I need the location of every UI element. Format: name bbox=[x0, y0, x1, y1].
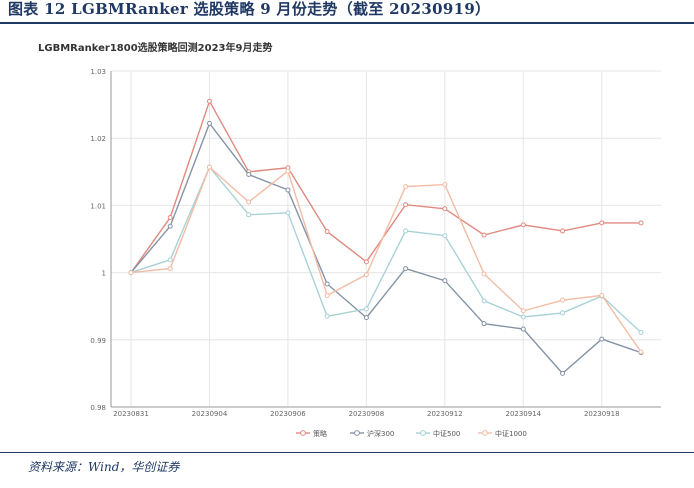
data-point bbox=[363, 315, 369, 321]
y-tick-label: 1 bbox=[102, 270, 106, 278]
series-line bbox=[130, 165, 642, 353]
x-tick-label: 20230908 bbox=[349, 410, 385, 418]
data-point bbox=[520, 314, 526, 320]
data-point bbox=[167, 266, 173, 272]
legend-marker bbox=[482, 430, 488, 436]
legend-label: 中证500 bbox=[433, 429, 460, 438]
x-tick-label: 20230912 bbox=[427, 410, 463, 418]
data-point bbox=[520, 326, 526, 332]
data-point bbox=[599, 336, 605, 342]
source-rule bbox=[0, 452, 694, 453]
data-point bbox=[442, 206, 448, 212]
data-point bbox=[167, 214, 173, 220]
y-tick-label: 1.02 bbox=[90, 135, 106, 143]
data-point bbox=[167, 223, 173, 229]
data-point bbox=[285, 187, 291, 193]
data-point bbox=[560, 228, 566, 234]
chart-title: LGBMRanker1800选股策略回测2023年9月走势 bbox=[38, 43, 273, 54]
data-point bbox=[324, 281, 330, 287]
data-point bbox=[403, 266, 409, 272]
legend-marker bbox=[420, 430, 426, 436]
series-line bbox=[130, 99, 641, 274]
data-point bbox=[246, 199, 252, 205]
data-point bbox=[481, 321, 487, 327]
data-point bbox=[599, 292, 605, 298]
legend-marker bbox=[300, 430, 306, 436]
data-point bbox=[442, 233, 448, 239]
data-point bbox=[363, 259, 369, 265]
data-point bbox=[246, 212, 252, 218]
data-point bbox=[481, 232, 487, 238]
data-point bbox=[363, 306, 369, 312]
data-point bbox=[560, 310, 566, 316]
y-tick-label: 1.03 bbox=[90, 68, 106, 76]
legend-label: 沪深300 bbox=[367, 429, 394, 438]
data-point bbox=[246, 171, 252, 177]
data-point bbox=[520, 222, 526, 228]
data-point bbox=[638, 329, 644, 335]
legend-label: 策略 bbox=[313, 429, 327, 438]
x-tick-label: 20230914 bbox=[505, 410, 541, 418]
data-point bbox=[638, 220, 644, 226]
y-tick-label: 0.98 bbox=[90, 404, 106, 412]
y-tick-label: 1.01 bbox=[90, 202, 106, 210]
data-point bbox=[638, 349, 644, 355]
data-point bbox=[285, 210, 291, 216]
data-point bbox=[442, 182, 448, 188]
figure-title: 图表 12 LGBMRanker 选股策略 9 月份走势（截至 20230919… bbox=[8, 0, 491, 18]
x-tick-label: 20230906 bbox=[270, 410, 306, 418]
source-note: 资料来源：Wind，华创证券 bbox=[28, 460, 180, 474]
data-point bbox=[560, 297, 566, 303]
data-point bbox=[599, 220, 605, 226]
data-point bbox=[324, 313, 330, 319]
data-point bbox=[481, 298, 487, 304]
data-point bbox=[403, 228, 409, 234]
data-point bbox=[206, 120, 212, 126]
data-point bbox=[128, 270, 134, 276]
legend-marker bbox=[354, 430, 360, 436]
data-point bbox=[560, 370, 566, 376]
data-point bbox=[206, 98, 212, 104]
data-point bbox=[206, 164, 212, 170]
series-line bbox=[130, 165, 642, 333]
data-point bbox=[442, 278, 448, 284]
x-tick-label: 20230904 bbox=[192, 410, 228, 418]
data-point bbox=[363, 272, 369, 278]
x-tick-label: 20230831 bbox=[113, 410, 149, 418]
data-point bbox=[403, 202, 409, 208]
data-point bbox=[481, 271, 487, 277]
legend-label: 中证1000 bbox=[495, 429, 527, 438]
data-point bbox=[324, 229, 330, 235]
x-tick-label: 20230918 bbox=[584, 410, 620, 418]
series-line bbox=[130, 121, 642, 375]
data-point bbox=[324, 292, 330, 298]
data-point bbox=[520, 308, 526, 314]
title-rule bbox=[0, 22, 694, 24]
data-point bbox=[403, 184, 409, 190]
data-point bbox=[167, 257, 173, 263]
data-point bbox=[285, 168, 291, 174]
y-tick-label: 0.99 bbox=[90, 337, 106, 345]
